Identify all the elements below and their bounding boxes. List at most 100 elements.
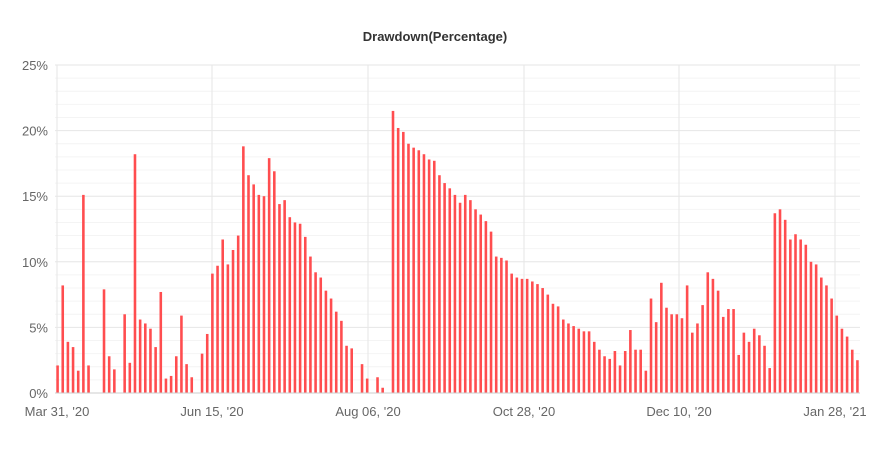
drawdown-bar[interactable] (66, 341, 70, 393)
drawdown-bar[interactable] (613, 351, 617, 393)
drawdown-bar[interactable] (789, 239, 792, 394)
drawdown-bar[interactable] (159, 291, 163, 393)
drawdown-bar[interactable] (293, 222, 297, 393)
drawdown-bar[interactable] (536, 284, 539, 393)
drawdown-bar[interactable] (794, 234, 797, 393)
drawdown-bar[interactable] (587, 331, 591, 393)
drawdown-bar[interactable] (737, 354, 741, 393)
drawdown-bar[interactable] (474, 209, 477, 393)
drawdown-bar[interactable] (376, 377, 379, 393)
drawdown-bar[interactable] (298, 223, 302, 393)
drawdown-bar[interactable] (391, 110, 395, 394)
drawdown-bar[interactable] (236, 235, 240, 393)
drawdown-bar[interactable] (427, 159, 431, 393)
drawdown-bar[interactable] (644, 370, 648, 393)
drawdown-bar[interactable] (412, 147, 415, 393)
drawdown-bar[interactable] (381, 387, 384, 393)
drawdown-bar[interactable] (231, 249, 235, 393)
drawdown-bar[interactable] (665, 307, 668, 393)
drawdown-bar[interactable] (267, 158, 271, 393)
drawdown-bar[interactable] (340, 320, 343, 393)
drawdown-bar[interactable] (334, 311, 338, 393)
drawdown-bar[interactable] (360, 364, 364, 393)
drawdown-bar[interactable] (567, 323, 570, 393)
drawdown-bar[interactable] (691, 332, 694, 393)
drawdown-bar[interactable] (484, 221, 488, 393)
drawdown-bar[interactable] (541, 288, 544, 393)
drawdown-bar[interactable] (107, 356, 111, 393)
drawdown-bar[interactable] (623, 351, 627, 393)
drawdown-bar[interactable] (809, 261, 813, 393)
drawdown-bar[interactable] (174, 356, 178, 393)
drawdown-bar[interactable] (572, 326, 575, 393)
drawdown-bar[interactable] (742, 332, 746, 393)
drawdown-bar[interactable] (422, 154, 426, 393)
drawdown-bar[interactable] (577, 328, 581, 393)
drawdown-bar[interactable] (407, 143, 410, 393)
drawdown-bar[interactable] (216, 265, 219, 393)
drawdown-bar[interactable] (716, 290, 720, 393)
drawdown-bar[interactable] (820, 277, 823, 393)
drawdown-bar[interactable] (329, 298, 333, 393)
drawdown-bar[interactable] (205, 333, 209, 393)
drawdown-bar[interactable] (706, 272, 710, 393)
drawdown-bar[interactable] (814, 264, 818, 393)
drawdown-bar[interactable] (592, 341, 596, 393)
drawdown-bar[interactable] (598, 349, 601, 393)
drawdown-bar[interactable] (463, 194, 467, 393)
drawdown-bar[interactable] (701, 305, 704, 393)
drawdown-bar[interactable] (629, 330, 632, 393)
drawdown-bar[interactable] (654, 322, 658, 393)
drawdown-bar[interactable] (309, 256, 312, 393)
drawdown-bar[interactable] (417, 150, 421, 393)
drawdown-bar[interactable] (154, 347, 157, 393)
drawdown-bar[interactable] (185, 364, 188, 393)
drawdown-bar[interactable] (221, 239, 224, 394)
drawdown-bar[interactable] (830, 298, 833, 393)
drawdown-bar[interactable] (257, 194, 261, 393)
drawdown-bar[interactable] (190, 377, 194, 393)
drawdown-bar[interactable] (278, 204, 281, 393)
drawdown-bar[interactable] (778, 209, 782, 393)
drawdown-bar[interactable] (319, 277, 323, 393)
drawdown-bar[interactable] (324, 290, 328, 393)
drawdown-bar[interactable] (799, 239, 802, 394)
drawdown-bar[interactable] (680, 318, 684, 393)
drawdown-bar[interactable] (432, 160, 436, 393)
drawdown-bar[interactable] (350, 348, 353, 393)
drawdown-bar[interactable] (840, 328, 844, 393)
drawdown-bar[interactable] (169, 375, 173, 393)
drawdown-bar[interactable] (515, 277, 519, 393)
drawdown-bar[interactable] (479, 214, 483, 393)
drawdown-bar[interactable] (825, 285, 828, 393)
drawdown-bar[interactable] (247, 175, 250, 393)
drawdown-bar[interactable] (721, 316, 725, 393)
drawdown-bar[interactable] (768, 368, 771, 393)
drawdown-bar[interactable] (365, 378, 369, 393)
drawdown-bar[interactable] (453, 194, 457, 393)
drawdown-bar[interactable] (469, 200, 472, 393)
drawdown-bar[interactable] (773, 213, 777, 393)
drawdown-bar[interactable] (113, 369, 116, 393)
drawdown-bar[interactable] (226, 264, 230, 393)
drawdown-bar[interactable] (505, 260, 508, 393)
drawdown-bar[interactable] (252, 184, 255, 393)
drawdown-bar[interactable] (562, 319, 565, 393)
drawdown-bar[interactable] (303, 236, 307, 393)
drawdown-bar[interactable] (87, 365, 90, 393)
drawdown-bar[interactable] (438, 175, 441, 393)
drawdown-bar[interactable] (61, 285, 65, 393)
drawdown-bar[interactable] (685, 285, 689, 393)
drawdown-bar[interactable] (727, 309, 730, 393)
drawdown-bar[interactable] (494, 256, 498, 393)
drawdown-bar[interactable] (283, 200, 286, 393)
drawdown-bar[interactable] (783, 219, 787, 393)
drawdown-bar[interactable] (200, 353, 204, 393)
drawdown-bar[interactable] (76, 370, 80, 393)
drawdown-bar[interactable] (747, 341, 751, 393)
drawdown-bar[interactable] (696, 323, 699, 393)
drawdown-bar[interactable] (660, 282, 663, 393)
drawdown-bar[interactable] (133, 154, 137, 393)
drawdown-bar[interactable] (551, 303, 555, 393)
drawdown-bar[interactable] (273, 171, 276, 393)
